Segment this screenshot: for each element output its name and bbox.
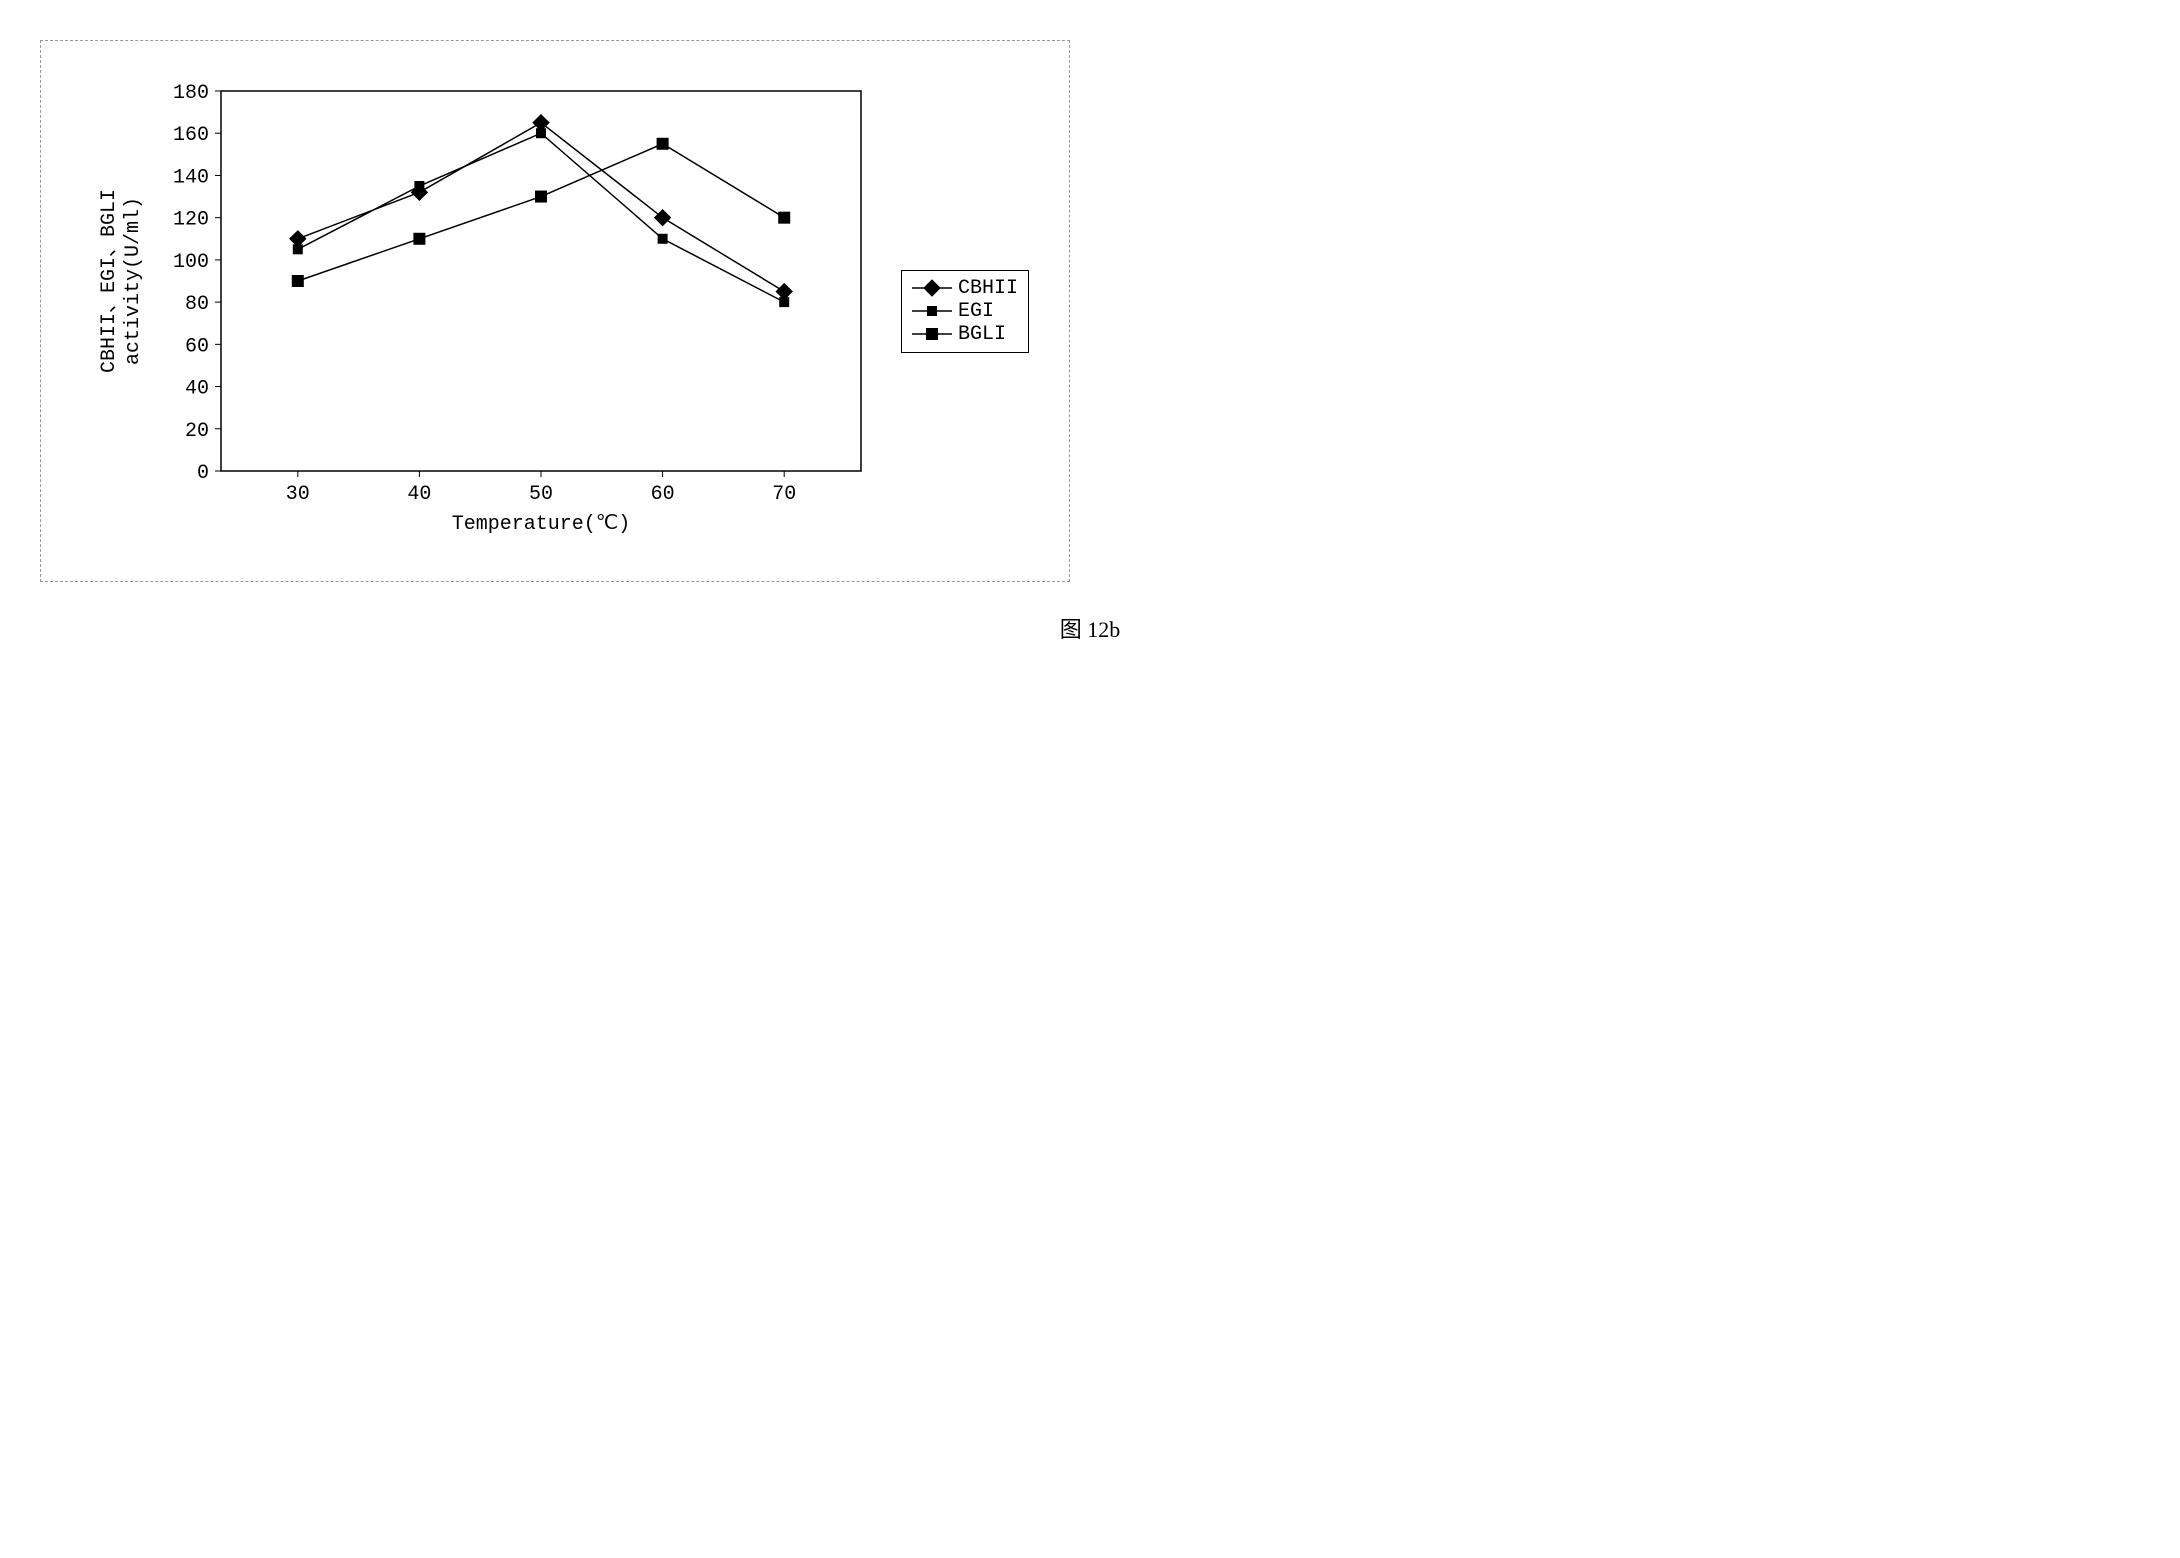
svg-text:80: 80 <box>185 293 209 316</box>
svg-text:180: 180 <box>173 82 209 105</box>
outer-frame: 0 20 40 60 80 100 120 140 160 180 30 40 50 60 70 Temper… <box>40 40 1070 582</box>
figure-caption: 图 12b <box>40 612 2140 644</box>
legend-item: BGLI <box>912 323 1018 346</box>
legend-label: EGI <box>958 300 994 323</box>
svg-text:Temperature(℃): Temperature(℃) <box>452 513 631 536</box>
svg-text:CBHII、EGI、BGLI: CBHII、EGI、BGLI <box>98 189 121 373</box>
svg-text:70: 70 <box>772 483 796 506</box>
chart-container: 0 20 40 60 80 100 120 140 160 180 30 40 50 60 70 Temper… <box>81 71 1029 551</box>
svg-text:60: 60 <box>185 335 209 358</box>
svg-text:40: 40 <box>185 378 209 401</box>
legend-label: BGLI <box>958 323 1006 346</box>
legend: CBHIIEGIBGLI <box>901 270 1029 353</box>
svg-text:120: 120 <box>173 209 209 232</box>
svg-text:140: 140 <box>173 166 209 189</box>
svg-text:0: 0 <box>197 462 209 485</box>
svg-text:40: 40 <box>407 483 431 506</box>
legend-item: CBHII <box>912 277 1018 300</box>
svg-text:50: 50 <box>529 483 553 506</box>
svg-text:60: 60 <box>651 483 675 506</box>
svg-text:activity(U/ml): activity(U/ml) <box>122 197 145 365</box>
line-chart: 0 20 40 60 80 100 120 140 160 180 30 40 50 60 70 Temper… <box>81 71 881 551</box>
legend-label: CBHII <box>958 277 1018 300</box>
svg-text:20: 20 <box>185 420 209 443</box>
svg-text:100: 100 <box>173 251 209 274</box>
legend-item: EGI <box>912 300 1018 323</box>
svg-text:30: 30 <box>286 483 310 506</box>
svg-text:160: 160 <box>173 124 209 147</box>
